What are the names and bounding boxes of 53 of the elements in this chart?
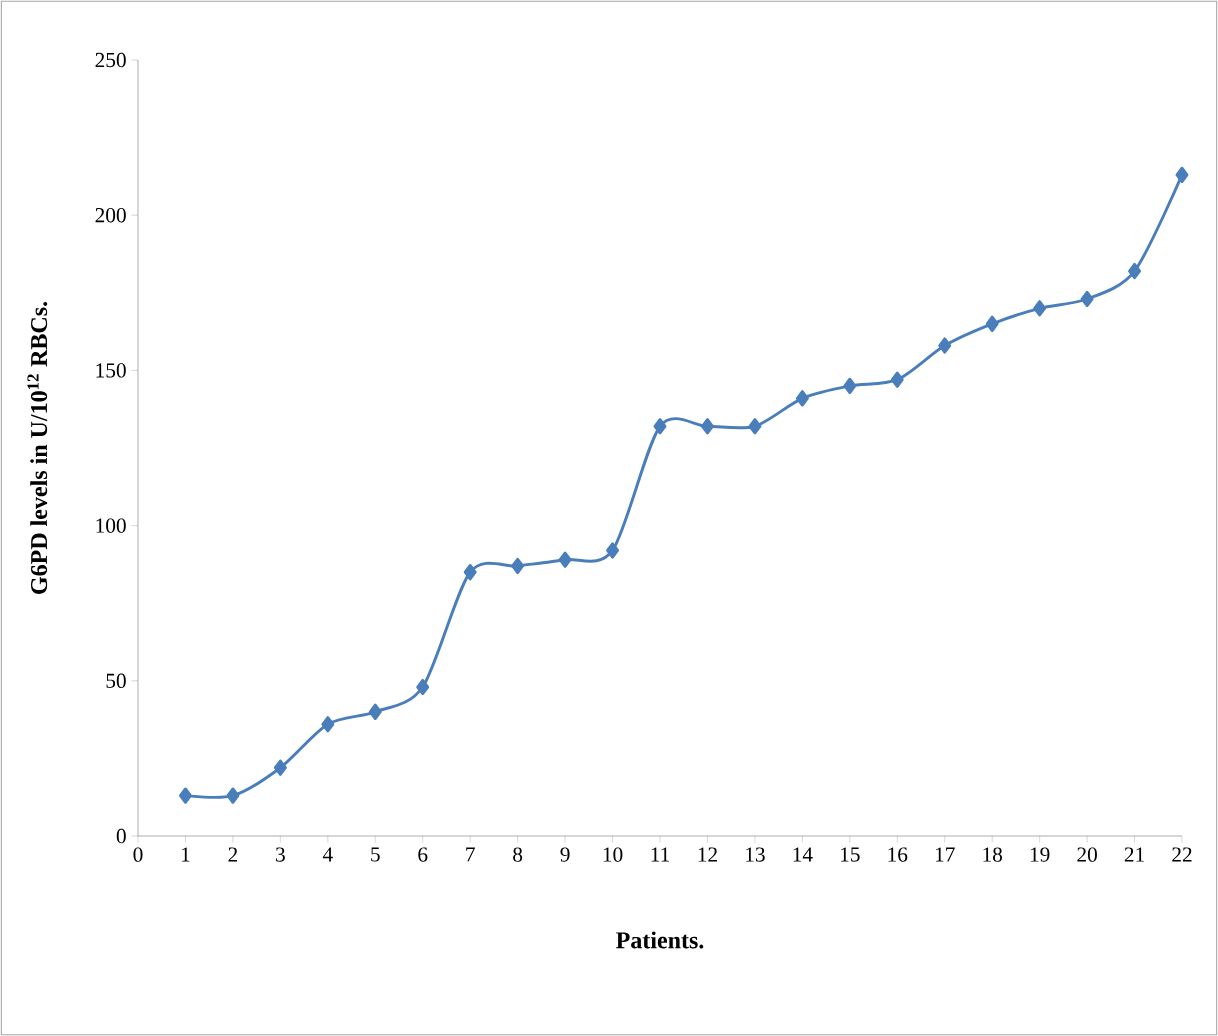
point	[416, 678, 430, 696]
point	[890, 371, 904, 388]
x-tick-label: 2	[228, 847, 238, 862]
x-tick-label: 10	[603, 847, 623, 862]
x-tick-label: 12	[698, 847, 717, 862]
point	[606, 542, 620, 559]
y-tick-label: 150	[96, 363, 126, 378]
point	[1175, 166, 1189, 183]
x-tick-label: 11	[651, 847, 669, 862]
x-tick-label: 22	[1172, 847, 1192, 862]
y-tick-label: 200	[95, 208, 126, 223]
point	[178, 787, 192, 804]
y-tick-label: 250	[95, 52, 126, 68]
point	[843, 377, 857, 395]
x-tick-label: 5	[371, 847, 380, 862]
point	[938, 337, 952, 354]
point	[511, 557, 525, 575]
point	[558, 551, 572, 568]
x-tick-label: 0	[133, 847, 143, 862]
point	[1080, 290, 1094, 308]
point	[321, 716, 335, 733]
y-axis-title: G6PD levels in U/10$^{12}$ RBCs.	[27, 301, 48, 594]
point	[273, 759, 287, 776]
point	[226, 787, 240, 804]
x-tick-label: 15	[841, 847, 860, 862]
y-tick-label: 100	[96, 518, 126, 533]
x-tick-label: 21	[1124, 847, 1144, 862]
point	[463, 564, 477, 581]
point	[1128, 262, 1142, 280]
x-tick-label: 13	[746, 847, 765, 862]
x-tick-label: 3	[276, 847, 285, 862]
point	[748, 418, 762, 435]
y-tick-label: 0	[116, 828, 126, 844]
x-tick-label: 19	[1030, 847, 1050, 862]
point	[368, 703, 382, 720]
x-tick-label: 18	[983, 847, 1003, 862]
x-tick-label: 1	[182, 847, 190, 862]
point	[985, 315, 999, 332]
x-tick-label: 4	[322, 847, 333, 862]
point	[795, 390, 809, 407]
x-tick-label: 20	[1077, 847, 1097, 862]
x-tick-label: 14	[793, 847, 813, 862]
point	[700, 418, 714, 435]
x-axis-title: Patients.	[616, 931, 704, 949]
x-tick-label: 8	[513, 847, 523, 862]
y-tick-label: 50	[106, 673, 126, 688]
x-tick-label: 6	[418, 847, 428, 862]
x-tick-label: 9	[560, 847, 570, 862]
x-tick-label: 17	[935, 847, 955, 862]
x-tick-label: 7	[466, 847, 475, 862]
point	[653, 418, 667, 435]
point	[1033, 300, 1047, 317]
x-tick-label: 16	[888, 847, 908, 862]
